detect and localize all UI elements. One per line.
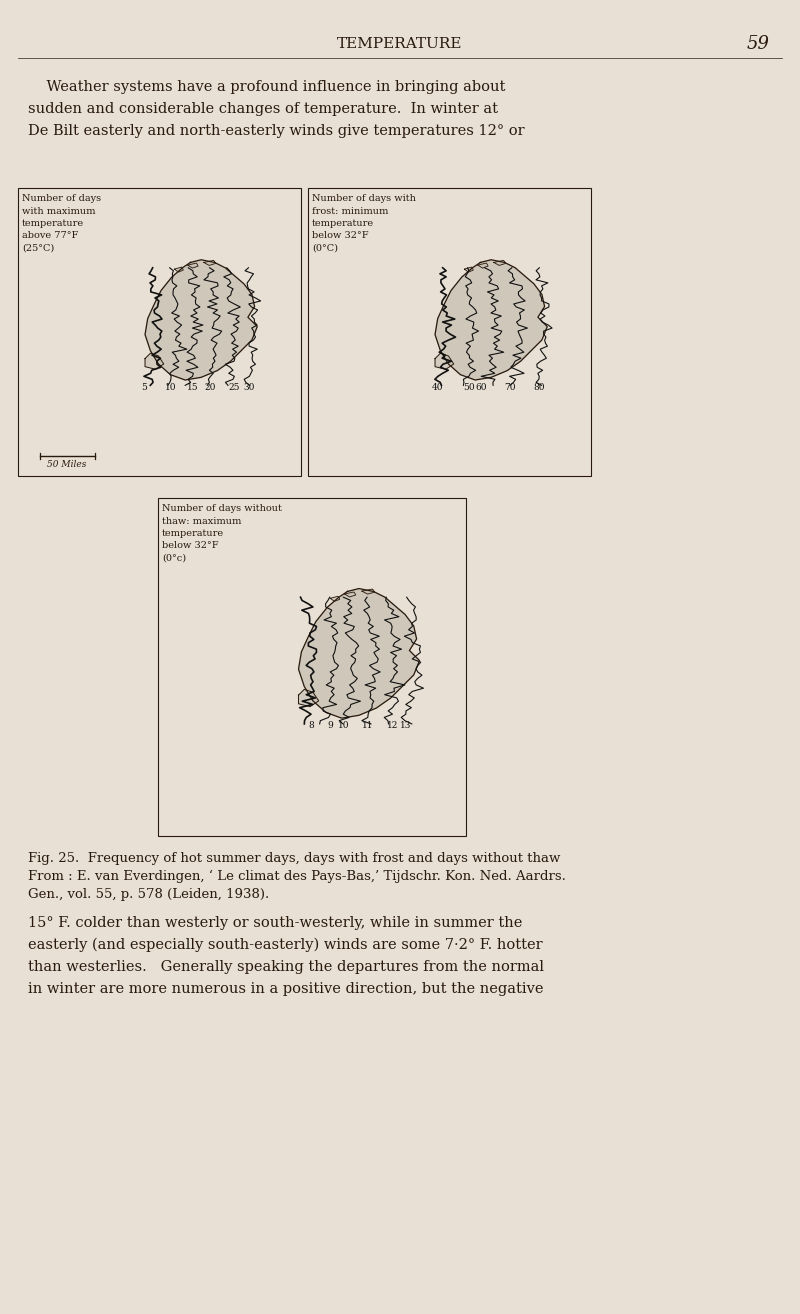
Text: 10: 10 bbox=[166, 384, 177, 393]
Polygon shape bbox=[494, 260, 506, 265]
Text: 8: 8 bbox=[308, 721, 314, 731]
Text: 5: 5 bbox=[141, 384, 147, 393]
Text: 59: 59 bbox=[746, 35, 770, 53]
Polygon shape bbox=[435, 353, 454, 369]
Bar bbox=[18, 188, 301, 476]
Text: in winter are more numerous in a positive direction, but the negative: in winter are more numerous in a positiv… bbox=[28, 982, 543, 996]
Polygon shape bbox=[145, 260, 258, 380]
Text: Gen., vol. 55, p. 578 (Leiden, 1938).: Gen., vol. 55, p. 578 (Leiden, 1938). bbox=[28, 888, 270, 901]
Text: 9: 9 bbox=[327, 721, 334, 731]
Polygon shape bbox=[188, 263, 198, 268]
Polygon shape bbox=[345, 593, 356, 597]
Text: 15° F. colder than westerly or south-westerly, while in summer the: 15° F. colder than westerly or south-wes… bbox=[28, 916, 522, 930]
Text: easterly (and especially south-easterly) winds are some 7·2° F. hotter: easterly (and especially south-easterly)… bbox=[28, 938, 542, 953]
Text: Number of days
with maximum
temperature
above 77°F
(25°C): Number of days with maximum temperature … bbox=[22, 194, 101, 254]
Text: De Bilt easterly and north-easterly winds give temperatures 12° or: De Bilt easterly and north-easterly wind… bbox=[28, 124, 525, 138]
Polygon shape bbox=[435, 260, 547, 380]
Text: Number of days without
thaw: maximum
temperature
below 32°F
(0°c): Number of days without thaw: maximum tem… bbox=[162, 505, 282, 562]
Text: Number of days with
frost: minimum
temperature
below 32°F
(0°C): Number of days with frost: minimum tempe… bbox=[312, 194, 416, 254]
Text: Weather systems have a profound influence in bringing about: Weather systems have a profound influenc… bbox=[28, 80, 506, 95]
Text: 13: 13 bbox=[400, 721, 411, 731]
Text: than westerlies.   Generally speaking the departures from the normal: than westerlies. Generally speaking the … bbox=[28, 961, 544, 974]
Text: 50: 50 bbox=[463, 384, 474, 393]
Text: 70: 70 bbox=[504, 384, 515, 393]
Polygon shape bbox=[174, 267, 183, 272]
Polygon shape bbox=[298, 589, 419, 719]
Polygon shape bbox=[465, 267, 474, 272]
Polygon shape bbox=[478, 263, 488, 268]
Bar bbox=[308, 188, 591, 476]
Text: 15: 15 bbox=[186, 384, 198, 393]
Polygon shape bbox=[204, 260, 215, 265]
Text: 40: 40 bbox=[432, 384, 444, 393]
Polygon shape bbox=[362, 589, 374, 594]
Text: sudden and considerable changes of temperature.  In winter at: sudden and considerable changes of tempe… bbox=[28, 102, 498, 116]
Text: 80: 80 bbox=[534, 384, 545, 393]
Text: 30: 30 bbox=[244, 384, 255, 393]
Text: 10: 10 bbox=[338, 721, 349, 731]
Polygon shape bbox=[330, 597, 340, 602]
Text: Fig. 25.  Frequency of hot summer days, days with frost and days without thaw: Fig. 25. Frequency of hot summer days, d… bbox=[28, 851, 560, 865]
Text: 60: 60 bbox=[475, 384, 487, 393]
Text: 25: 25 bbox=[229, 384, 240, 393]
Text: 11: 11 bbox=[362, 721, 374, 731]
Text: 50 Miles: 50 Miles bbox=[47, 460, 86, 469]
Polygon shape bbox=[298, 690, 318, 707]
Text: TEMPERATURE: TEMPERATURE bbox=[338, 37, 462, 51]
Text: From : E. van Everdingen, ‘ Le climat des Pays-Bas,’ Tijdschr. Kon. Ned. Aardrs.: From : E. van Everdingen, ‘ Le climat de… bbox=[28, 870, 566, 883]
Text: 20: 20 bbox=[205, 384, 216, 393]
Bar bbox=[158, 498, 466, 836]
Polygon shape bbox=[145, 353, 164, 369]
Text: 12: 12 bbox=[386, 721, 398, 731]
